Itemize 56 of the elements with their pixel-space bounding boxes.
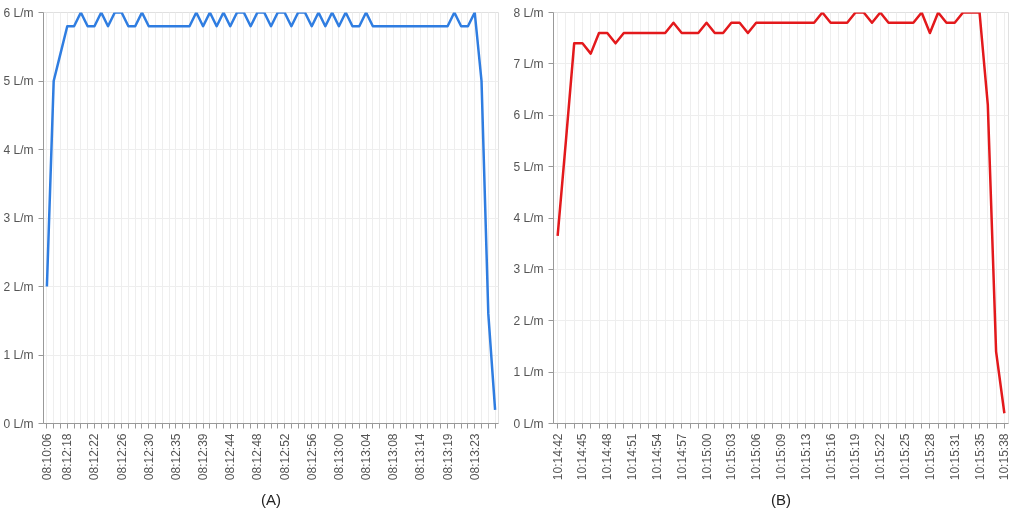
y-tick-label: 4 L/m (513, 211, 544, 225)
line-series (556, 12, 1006, 415)
y-tick-label: 8 L/m (513, 5, 544, 20)
y-tick-label: 2 L/m (513, 313, 544, 328)
x-tick-label: 08:12:39 (196, 433, 211, 481)
x-tick-label: 08:10:06 (39, 433, 54, 481)
x-tick-label: 08:12:26 (114, 433, 129, 481)
x-tick-label: 10:15:22 (873, 433, 888, 481)
x-tick-label: 10:14:48 (600, 433, 615, 481)
y-tick-label: 7 L/m (513, 56, 544, 71)
x-tick-label: 08:12:56 (304, 433, 319, 481)
y-tick-label: 4 L/m (3, 142, 34, 157)
y-tick-label: 5 L/m (3, 74, 34, 88)
y-tick-label: 1 L/m (513, 365, 544, 380)
x-tick-label: 08:13:19 (440, 433, 455, 481)
x-tick-label: 10:15:38 (997, 433, 1012, 481)
x-tick-label: 10:15:13 (798, 433, 813, 481)
x-tick-label: 10:14:54 (649, 433, 664, 481)
y-tick-label: 6 L/m (3, 5, 34, 20)
x-tick-label: 08:13:08 (386, 433, 401, 481)
x-tick-label: 10:15:09 (774, 433, 788, 481)
y-tick-label: 3 L/m (513, 262, 544, 277)
x-tick-label: 08:12:18 (60, 433, 75, 481)
x-tick-label: 10:15:25 (898, 433, 913, 481)
x-tick-label: 08:12:48 (250, 433, 265, 481)
x-tick-label: 08:13:23 (467, 433, 482, 481)
y-tick-label: 3 L/m (3, 211, 34, 225)
x-tick-label: 08:13:14 (413, 433, 428, 481)
y-tick-label: 2 L/m (3, 279, 34, 294)
x-tick-label: 08:12:22 (87, 433, 102, 481)
x-tick-label: 10:14:51 (625, 433, 640, 481)
x-tick-label: 10:15:19 (848, 433, 863, 481)
x-tick-label: 10:14:57 (674, 433, 689, 481)
x-tick-label: 10:15:16 (823, 433, 838, 481)
x-tick-label: 10:15:28 (922, 433, 937, 481)
line-series (45, 12, 497, 412)
x-tick-label: 10:15:06 (749, 433, 764, 481)
y-tick-label: 5 L/m (513, 159, 544, 174)
x-tick-label: 08:12:52 (277, 433, 292, 481)
x-tick-label: 08:12:30 (141, 433, 156, 481)
x-tick-label: 10:14:42 (550, 433, 565, 481)
x-tick-label: 08:13:00 (331, 433, 346, 481)
text: (B) (771, 490, 791, 508)
x-tick-label: 08:13:04 (359, 433, 374, 481)
text: (A) (261, 490, 281, 508)
x-tick-label: 10:15:03 (724, 433, 739, 481)
x-tick-label: 10:14:45 (575, 433, 590, 481)
y-tick-label: 6 L/m (513, 108, 544, 123)
y-tick-label: 1 L/m (3, 348, 34, 362)
x-tick-label: 10:15:31 (947, 433, 962, 481)
x-tick-label: 10:15:35 (972, 433, 987, 481)
x-tick-label: 10:15:00 (699, 433, 714, 481)
y-tick-label: 0 L/m (513, 416, 544, 431)
x-tick-label: 08:12:44 (223, 433, 238, 481)
x-tick-label: 08:12:35 (168, 433, 183, 481)
y-tick-label: 0 L/m (3, 416, 34, 431)
